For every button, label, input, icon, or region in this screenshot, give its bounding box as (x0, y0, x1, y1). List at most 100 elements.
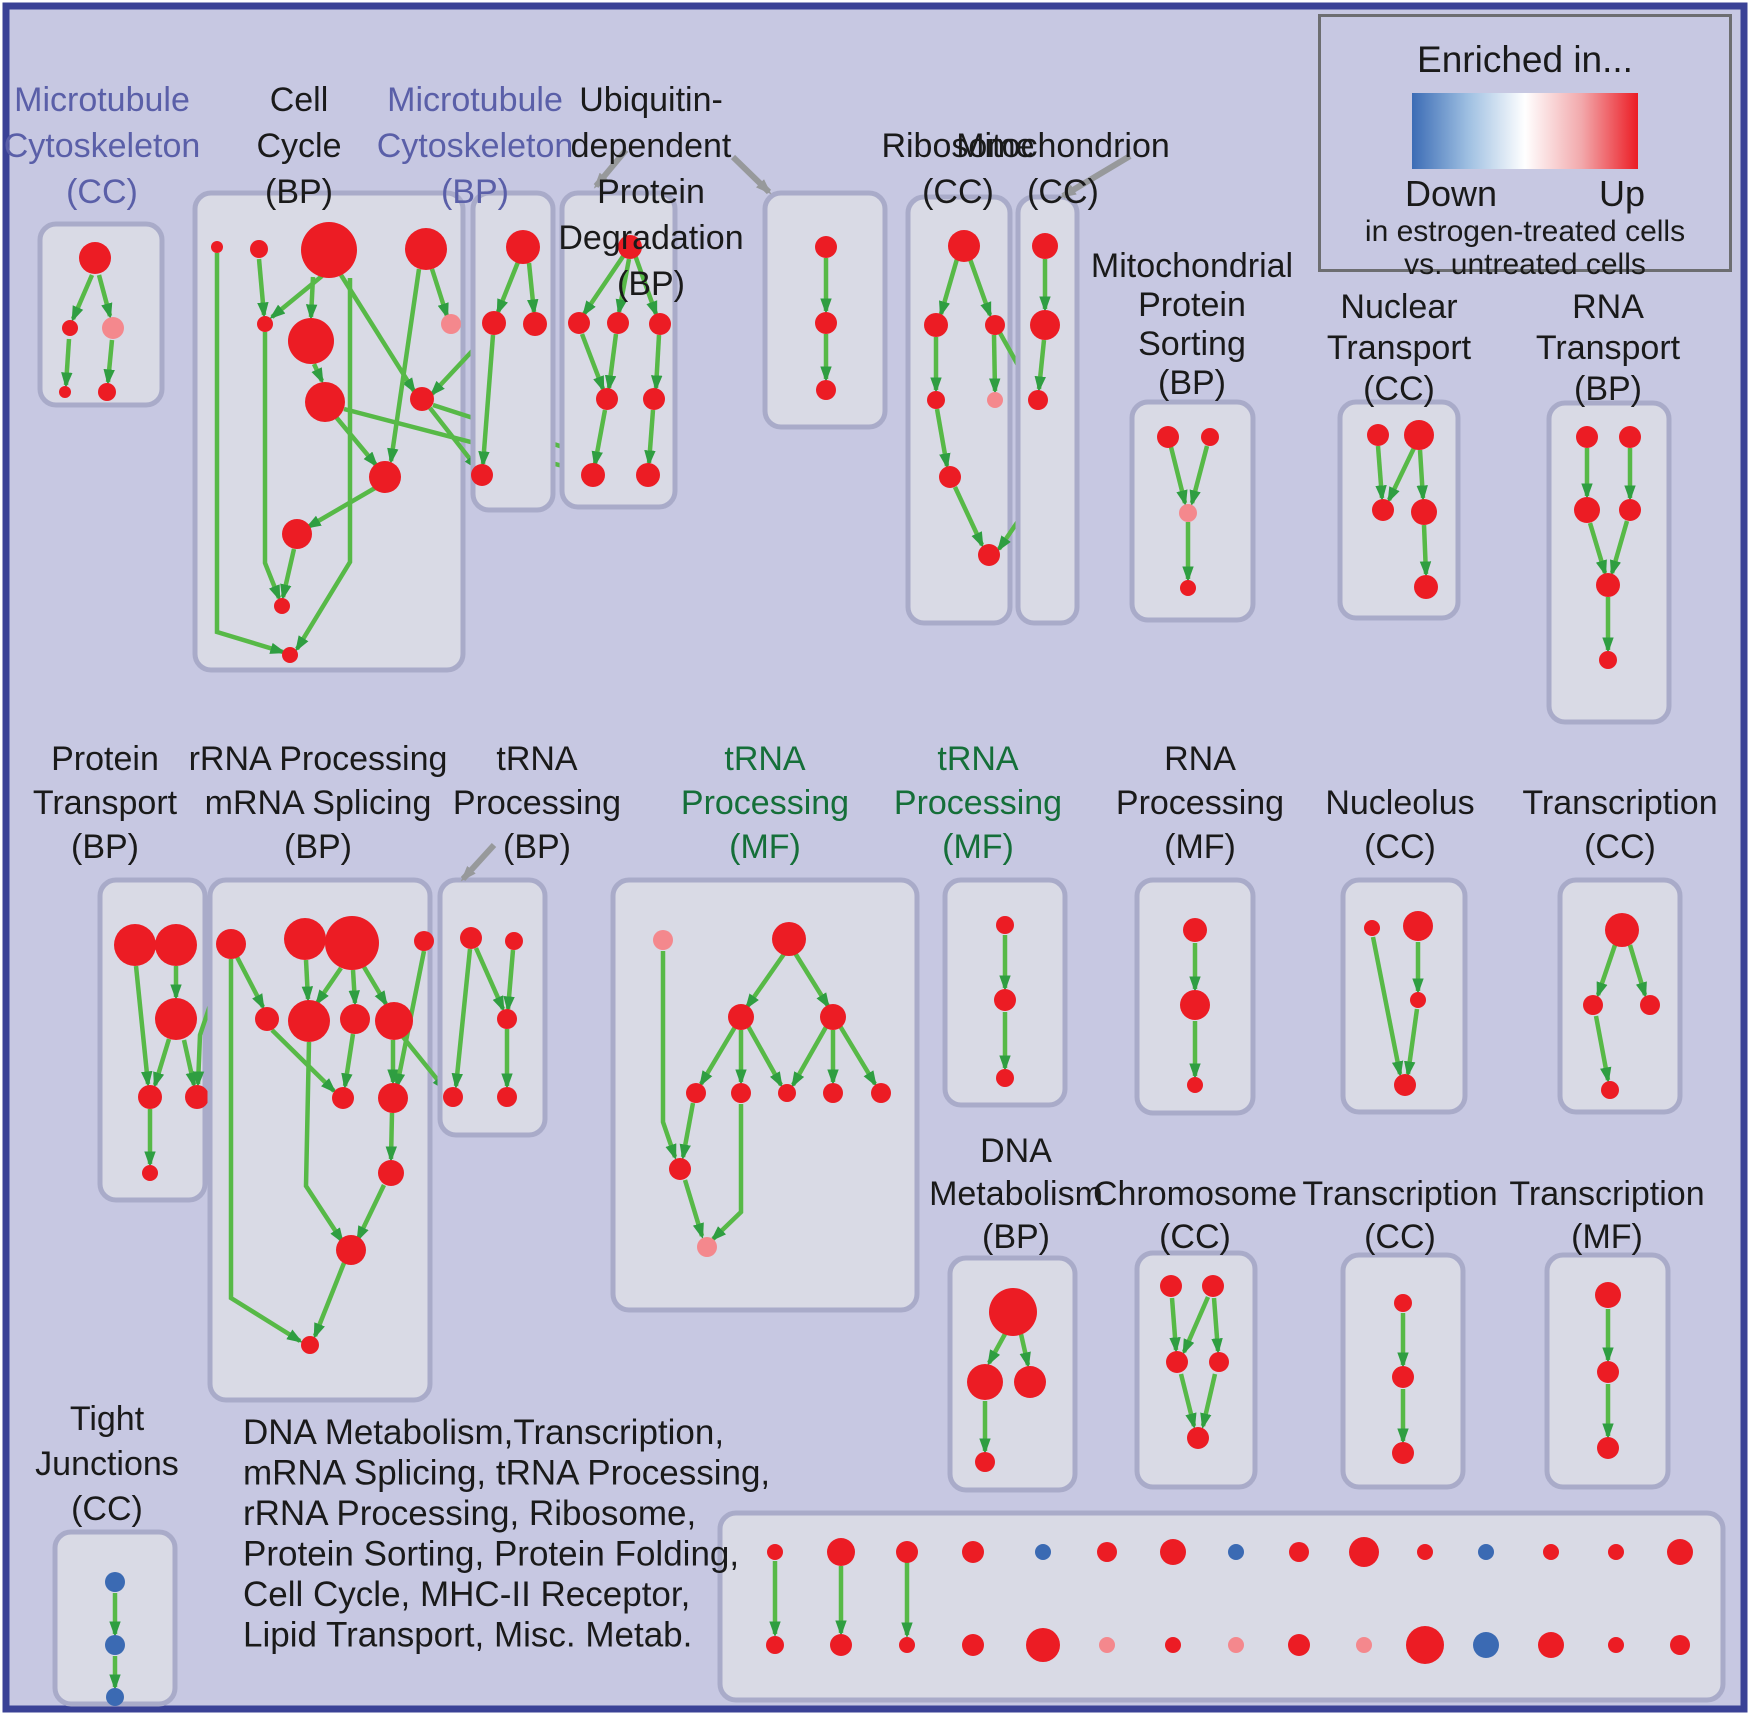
edge-arrow (235, 955, 265, 1011)
edge-arrow (495, 261, 521, 316)
cluster-dna-metabolism-box (947, 1255, 1078, 1493)
gene-node (1179, 504, 1197, 522)
edge-arrow (341, 1033, 356, 1090)
edge-arrow (181, 1039, 197, 1089)
gene-node (288, 1000, 330, 1042)
gene-node (996, 916, 1014, 934)
gene-node (1289, 1542, 1309, 1562)
gene-node (1619, 499, 1641, 521)
edge-arrow (305, 486, 377, 529)
gene-node (766, 1636, 784, 1654)
cluster-box-dna-metabolism-box (947, 1255, 1078, 1493)
gene-node (211, 241, 223, 253)
gene-node (282, 519, 312, 549)
gene-node (79, 242, 111, 274)
gene-node (1349, 1537, 1379, 1567)
cluster-label-ribosome: Ribosome (CC) (881, 127, 1034, 211)
gene-node (1596, 573, 1620, 597)
gene-node (1414, 575, 1438, 599)
gene-node (1014, 1366, 1046, 1398)
cluster-transcription-mf-box (1544, 1252, 1671, 1490)
legend-footer-line1: in estrogen-treated cells (1364, 215, 1686, 248)
cluster-mitochondrion-box (1015, 194, 1080, 626)
edge-arrow (582, 253, 626, 317)
gene-node (1608, 1637, 1624, 1653)
cluster-label-trna-processing-bp: tRNA Processing (BP) (453, 740, 621, 866)
gene-node (98, 383, 116, 401)
gene-node (1640, 995, 1660, 1015)
gene-node (607, 312, 629, 334)
gene-node (996, 1069, 1014, 1087)
edge-arrow (1018, 1333, 1031, 1369)
label-pointer-arrow (460, 842, 497, 882)
edge-arrow (1419, 524, 1432, 578)
cluster-label-ubiquitin: Ubiquitin-dependent Protein Degradation (BP… (558, 81, 743, 303)
cluster-chromosome-box (1134, 1250, 1258, 1490)
edge-arrow (301, 959, 314, 1003)
edge-arrow (660, 951, 678, 1161)
gene-node (653, 930, 673, 950)
gene-node (443, 1087, 463, 1107)
gene-node (581, 463, 605, 487)
gene-node (1599, 651, 1617, 669)
edge-arrow (355, 1184, 387, 1243)
gene-node (301, 222, 357, 278)
gene-node (1574, 497, 1600, 523)
gene-node (596, 388, 618, 410)
edge-arrow (1169, 1297, 1181, 1354)
label-pointer-arrow (730, 154, 772, 195)
gene-node (471, 464, 493, 486)
edge-arrow (1587, 522, 1608, 577)
gene-node (1166, 1351, 1188, 1373)
edge-arrow (934, 408, 951, 470)
gene-node (105, 1572, 125, 1592)
cluster-nuclear-transport-box (1337, 399, 1461, 621)
gene-node (686, 1083, 706, 1103)
cluster-label-microtubule-bp: Microtubule Cytoskeleton (BP) (377, 81, 574, 211)
edge-arrow (152, 1038, 172, 1089)
misc-category-list: DNA Metabolism,Transcription, mRNA Splici… (243, 1413, 770, 1655)
edge-arrow (987, 1332, 1007, 1367)
gene-node (257, 316, 273, 332)
cluster-rna-processing-mf-box (1134, 877, 1256, 1116)
gene-node (284, 918, 326, 960)
gene-node (1619, 426, 1641, 448)
gene-node (899, 1637, 915, 1653)
gene-node (1597, 1361, 1619, 1383)
cluster-rrna-processing-box (207, 877, 448, 1403)
gene-node (378, 1083, 408, 1113)
gene-node (1410, 992, 1426, 1008)
gene-node (618, 235, 642, 259)
gene-node (948, 230, 980, 262)
gene-node (106, 1688, 124, 1706)
gene-node (731, 1083, 751, 1103)
gene-node (815, 236, 837, 258)
edge-arrow (1609, 520, 1630, 577)
edge-arrow (473, 947, 506, 1013)
cluster-misc-wide-box (717, 1510, 1726, 1703)
gene-node (1187, 1077, 1203, 1093)
gene-node (1670, 1635, 1690, 1655)
edge-arrow (348, 969, 360, 1007)
gene-node (815, 312, 837, 334)
gene-node (1394, 1294, 1412, 1312)
edge-arrow (679, 1102, 696, 1161)
legend-axis-labels: Down Up (1405, 173, 1645, 215)
edge-arrow (1593, 1015, 1612, 1084)
gene-node (1160, 1539, 1186, 1565)
gene-node (1538, 1632, 1564, 1658)
gene-node (1099, 1637, 1115, 1653)
gene-node (250, 240, 268, 258)
cluster-box-trna-processing-mf-box (610, 877, 920, 1313)
gene-node (155, 998, 197, 1040)
cluster-label-transcription-mf: Transcription (MF) (1509, 1175, 1704, 1256)
gene-node (288, 318, 334, 364)
edge-arrow (1627, 944, 1648, 999)
cluster-label-microtubule-cc: Microtubule Cytoskeleton (CC) (4, 81, 201, 211)
gene-node (1417, 1544, 1433, 1560)
gene-node (1026, 1628, 1060, 1662)
edge-arrow (989, 334, 1001, 395)
edge-arrow (938, 258, 960, 318)
